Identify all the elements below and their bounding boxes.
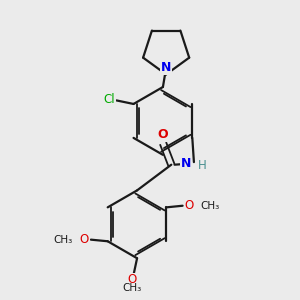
Text: Cl: Cl — [103, 93, 115, 106]
Text: O: O — [184, 199, 194, 212]
Text: CH₃: CH₃ — [54, 235, 73, 245]
Text: CH₃: CH₃ — [201, 201, 220, 211]
Text: O: O — [128, 273, 137, 286]
Text: CH₃: CH₃ — [123, 283, 142, 293]
Text: N: N — [161, 61, 171, 74]
Text: H: H — [198, 160, 206, 172]
Text: N: N — [181, 157, 191, 170]
Text: O: O — [80, 233, 89, 246]
Text: O: O — [157, 128, 168, 141]
